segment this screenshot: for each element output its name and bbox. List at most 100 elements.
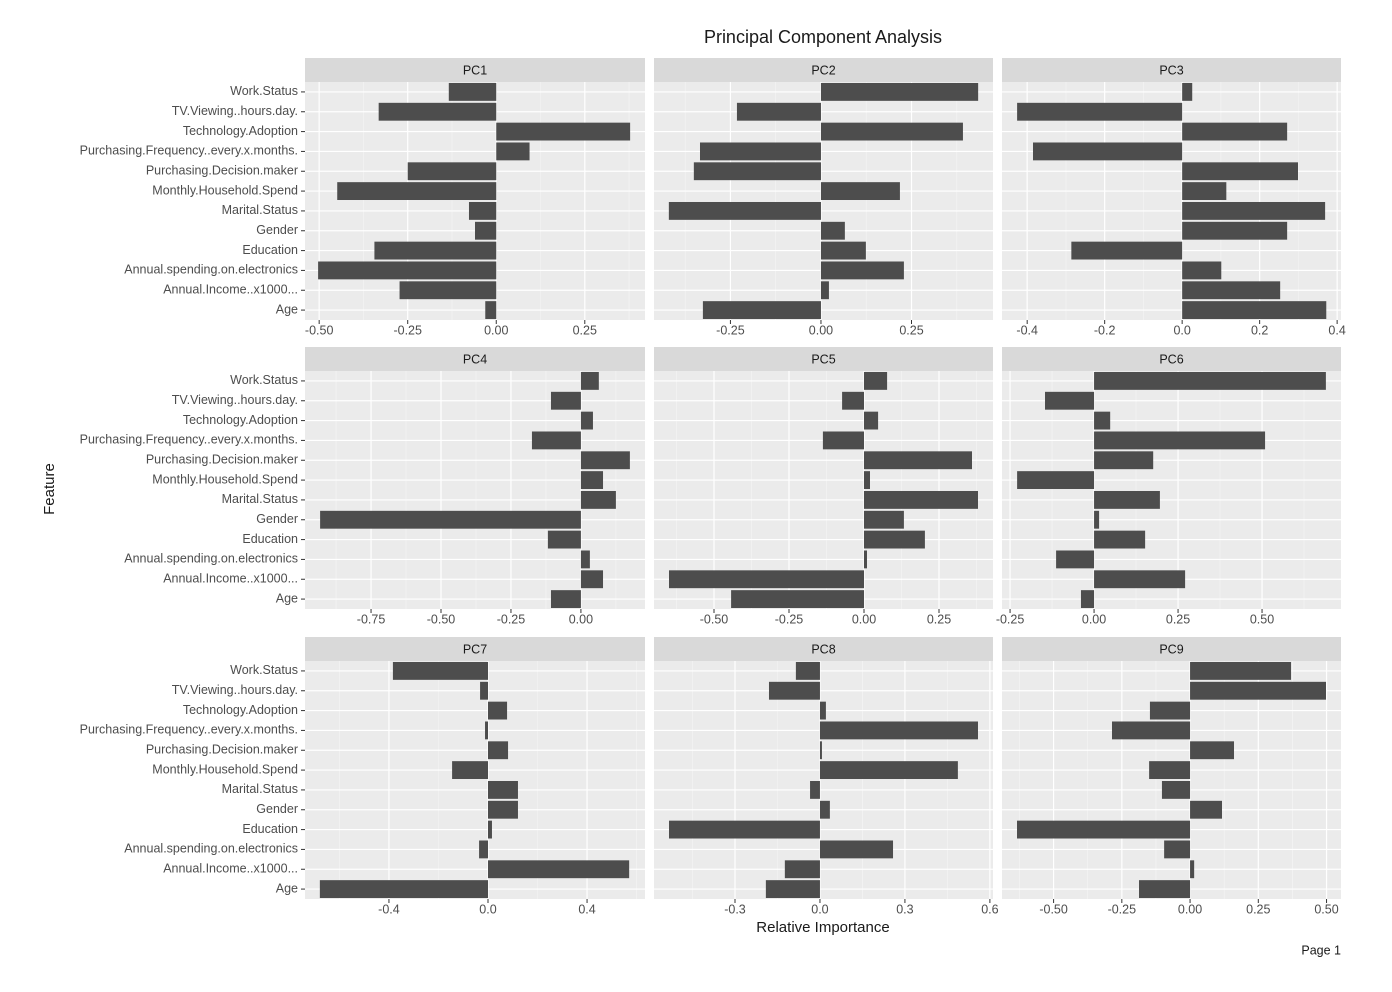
- y-tick-label: TV.Viewing..hours.day.: [172, 104, 298, 118]
- bar: [407, 162, 497, 181]
- x-tick-label: 0.3: [896, 902, 913, 916]
- x-tick-label: 0.00: [569, 612, 593, 626]
- x-tick-label: -0.25: [393, 323, 422, 337]
- bar: [337, 182, 497, 201]
- y-tick-label: Gender: [256, 512, 298, 526]
- bar: [1080, 590, 1095, 609]
- x-tick-label: -0.50: [1039, 902, 1068, 916]
- x-tick-label: -0.50: [427, 612, 456, 626]
- y-tick-label: TV.Viewing..hours.day.: [172, 393, 298, 407]
- y-tick-label: Annual.Income..x1000...: [163, 862, 298, 876]
- x-tick-label: -0.25: [996, 612, 1025, 626]
- panel-title: PC7: [463, 642, 487, 656]
- chart-title: Principal Component Analysis: [704, 27, 942, 47]
- bar: [1071, 241, 1183, 260]
- bar: [842, 391, 864, 410]
- bar: [820, 221, 845, 240]
- y-tick-label: Annual.spending.on.electronics: [124, 842, 298, 856]
- y-tick-label: Gender: [256, 802, 298, 816]
- x-tick-label: -0.4: [1016, 323, 1038, 337]
- bar: [580, 371, 599, 390]
- bar: [1182, 201, 1326, 220]
- bar: [496, 122, 631, 141]
- bar: [1182, 182, 1227, 201]
- strip: [654, 347, 993, 371]
- bar: [1094, 431, 1266, 450]
- bar: [1190, 860, 1195, 879]
- bar: [810, 780, 820, 799]
- panel-title: PC1: [463, 63, 487, 77]
- bar: [669, 820, 820, 839]
- bar: [485, 721, 489, 740]
- y-tick-label: Technology.Adoption: [183, 413, 298, 427]
- bar: [820, 281, 829, 300]
- panel-background: [305, 661, 645, 899]
- bar: [531, 431, 581, 450]
- bar: [864, 490, 978, 509]
- bar: [1094, 451, 1154, 470]
- bar: [319, 880, 489, 899]
- bar: [1190, 741, 1235, 760]
- bar: [820, 261, 904, 280]
- bar: [475, 221, 497, 240]
- y-tick-label: Marital.Status: [222, 782, 298, 796]
- y-tick-label: Purchasing.Decision.maker: [146, 743, 298, 757]
- y-tick-label: Annual.spending.on.electronics: [124, 552, 298, 566]
- panel-title: PC5: [811, 352, 835, 366]
- bar: [702, 301, 821, 320]
- strip: [654, 58, 993, 82]
- bar: [580, 550, 590, 569]
- x-tick-label: 0.2: [1251, 323, 1268, 337]
- bar: [1094, 490, 1160, 509]
- y-tick-label: Age: [276, 881, 298, 895]
- bar: [795, 661, 820, 680]
- bar: [488, 860, 630, 879]
- bar: [1161, 780, 1191, 799]
- bar: [819, 721, 978, 740]
- bar: [452, 761, 489, 780]
- bar: [1094, 570, 1186, 589]
- bar: [699, 142, 821, 161]
- bar: [864, 510, 904, 529]
- bar: [580, 451, 630, 470]
- bar: [1182, 261, 1222, 280]
- y-tick-label: Age: [276, 302, 298, 316]
- strip: [654, 637, 993, 661]
- bar: [378, 102, 497, 121]
- bar: [820, 122, 963, 141]
- x-tick-label: 0.50: [1250, 612, 1274, 626]
- y-tick-label: TV.Viewing..hours.day.: [172, 683, 298, 697]
- x-tick-label: 0.00: [852, 612, 876, 626]
- x-tick-label: -0.50: [700, 612, 729, 626]
- y-tick-label: Gender: [256, 223, 298, 237]
- bar: [1182, 221, 1288, 240]
- y-tick-label: Work.Status: [230, 663, 298, 677]
- bar: [820, 182, 900, 201]
- x-tick-label: 0.25: [927, 612, 951, 626]
- strip: [305, 58, 645, 82]
- panel-title: PC3: [1159, 63, 1183, 77]
- bar: [1111, 721, 1191, 740]
- bar: [1094, 510, 1100, 529]
- x-tick-label: -0.4: [378, 902, 400, 916]
- y-tick-label: Age: [276, 591, 298, 605]
- x-axis-title: Relative Importance: [756, 919, 889, 936]
- bar: [320, 510, 581, 529]
- bar: [399, 281, 497, 300]
- x-tick-label: 0.6: [981, 902, 998, 916]
- bar: [580, 471, 604, 490]
- bar: [479, 840, 489, 859]
- bar: [1182, 162, 1298, 181]
- strip: [1002, 637, 1341, 661]
- y-tick-label: Work.Status: [230, 373, 298, 387]
- y-tick-label: Work.Status: [230, 84, 298, 98]
- panel-background: [654, 371, 993, 609]
- panel-background: [1002, 82, 1341, 320]
- y-tick-label: Technology.Adoption: [183, 124, 298, 138]
- y-axis-title: Feature: [41, 463, 58, 515]
- x-tick-label: -0.2: [1094, 323, 1116, 337]
- bar: [1182, 122, 1288, 141]
- y-tick-label: Purchasing.Decision.maker: [146, 453, 298, 467]
- bar: [819, 800, 830, 819]
